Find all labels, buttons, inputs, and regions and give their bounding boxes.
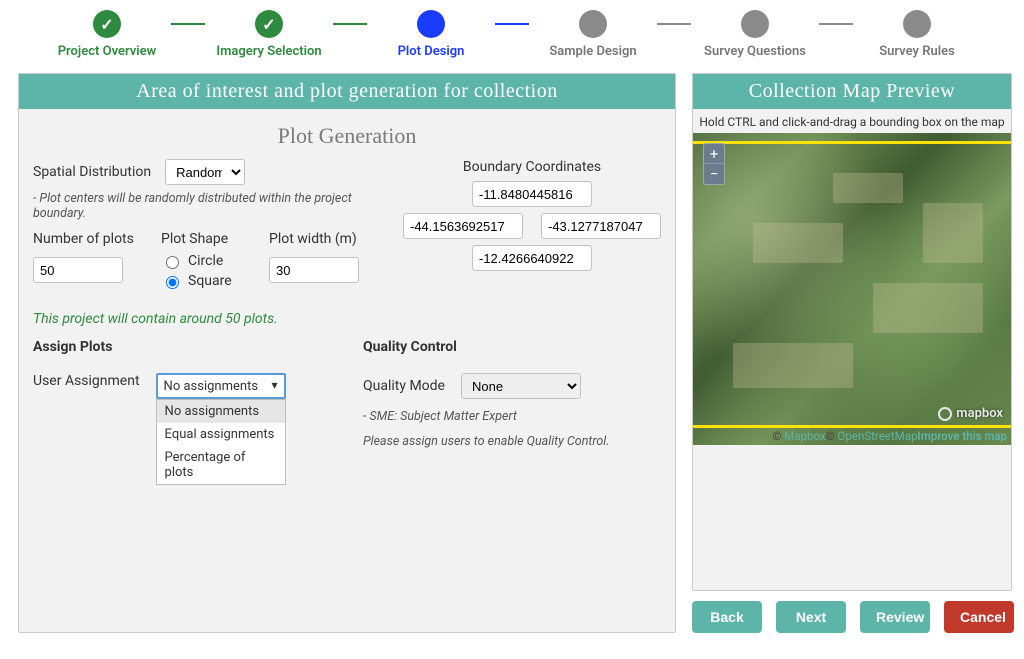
- review-button[interactable]: Review: [860, 601, 930, 633]
- radio-icon[interactable]: [166, 276, 179, 289]
- assign-dropdown-list[interactable]: No assignmentsEqual assignmentsPercentag…: [156, 399, 286, 485]
- step-plot-design[interactable]: Plot Design: [371, 10, 491, 59]
- map-hint: Hold CTRL and click-and-drag a bounding …: [693, 109, 1011, 133]
- plotshape-option-label: Circle: [188, 253, 223, 269]
- numplots-label: Number of plots: [33, 231, 143, 247]
- coord-south[interactable]: [472, 245, 592, 271]
- spatial-hint: - Plot centers will be randomly distribu…: [33, 191, 373, 221]
- step-connector: [657, 23, 691, 25]
- step-connector: [819, 23, 853, 25]
- step-sample-design[interactable]: Sample Design: [533, 10, 653, 59]
- map[interactable]: + − mapbox © Mapbox© OpenStreetMapImprov…: [693, 133, 1011, 445]
- stepper: ✓ Project Overview ✓ Imagery Selection Plot …: [0, 0, 1024, 65]
- assign-option[interactable]: Percentage of plots: [157, 446, 285, 484]
- step-connector: [333, 23, 367, 25]
- spatial-select[interactable]: Random: [165, 159, 245, 185]
- check-icon: ✓: [93, 10, 121, 38]
- step-label: Imagery Selection: [216, 44, 321, 59]
- zoom-control: + −: [703, 143, 725, 185]
- step-label: Survey Rules: [879, 44, 955, 59]
- map-preview-panel: Collection Map Preview Hold CTRL and cli…: [692, 73, 1012, 591]
- attrib-copy1: ©: [772, 429, 784, 443]
- mapbox-logo: mapbox: [938, 406, 1003, 421]
- step-label: Sample Design: [549, 44, 636, 59]
- step-connector: [495, 23, 529, 25]
- numplots-input[interactable]: [33, 257, 123, 283]
- plotshape-option-square[interactable]: Square: [161, 273, 251, 289]
- step-dot-icon: [417, 10, 445, 38]
- section-title: Plot Generation: [19, 123, 675, 149]
- assign-label: User Assignment: [33, 373, 140, 389]
- mapbox-logo-icon: [938, 407, 952, 421]
- step-project-overview[interactable]: ✓ Project Overview: [47, 10, 167, 59]
- back-button[interactable]: Back: [692, 601, 762, 633]
- step-label: Plot Design: [398, 44, 465, 59]
- boundary-coords: [403, 181, 661, 271]
- coord-west[interactable]: [403, 213, 523, 239]
- cancel-button[interactable]: Cancel: [944, 601, 1014, 633]
- step-survey-questions[interactable]: Survey Questions: [695, 10, 815, 59]
- assign-select[interactable]: No assignments: [156, 373, 286, 399]
- step-dot-icon: [741, 10, 769, 38]
- bbox-line-top: [693, 141, 1011, 144]
- left-panel-header: Area of interest and plot generation for…: [19, 74, 675, 109]
- plot-generation-panel: Area of interest and plot generation for…: [18, 73, 676, 633]
- spatial-label: Spatial Distribution: [33, 164, 151, 180]
- step-label: Project Overview: [58, 44, 157, 59]
- qc-label: Quality Mode: [363, 378, 445, 394]
- action-buttons: Back Next Review Cancel: [692, 601, 1012, 633]
- plotshape-option-circle[interactable]: Circle: [161, 253, 251, 269]
- assign-select-value: No assignments: [164, 379, 258, 394]
- mapbox-logo-text: mapbox: [956, 406, 1003, 421]
- attrib-mapbox[interactable]: Mapbox: [784, 429, 825, 443]
- zoom-in-button[interactable]: +: [704, 144, 724, 164]
- plot-count-hint: This project will contain around 50 plot…: [33, 311, 661, 327]
- bbox-line-bottom: [693, 425, 1011, 428]
- qc-note: Please assign users to enable Quality Co…: [363, 434, 661, 449]
- check-icon: ✓: [255, 10, 283, 38]
- map-attribution: © Mapbox© OpenStreetMapImprove this map: [697, 429, 1007, 443]
- step-survey-rules[interactable]: Survey Rules: [857, 10, 977, 59]
- assign-heading: Assign Plots: [33, 339, 343, 355]
- plotshape-label: Plot Shape: [161, 231, 251, 247]
- plotwidth-label: Plot width (m): [269, 231, 369, 247]
- qc-select[interactable]: None: [461, 373, 581, 399]
- plotwidth-input[interactable]: [269, 257, 359, 283]
- step-dot-icon: [579, 10, 607, 38]
- next-button[interactable]: Next: [776, 601, 846, 633]
- qc-sme: - SME: Subject Matter Expert: [363, 409, 661, 424]
- step-connector: [171, 23, 205, 25]
- assign-option[interactable]: Equal assignments: [157, 423, 285, 446]
- coord-north[interactable]: [472, 181, 592, 207]
- attrib-osm[interactable]: OpenStreetMap: [838, 429, 918, 443]
- map-filler: [693, 445, 1011, 590]
- step-label: Survey Questions: [704, 44, 806, 59]
- attrib-improve[interactable]: Improve this map: [917, 429, 1007, 443]
- boundary-label: Boundary Coordinates: [403, 159, 661, 175]
- zoom-out-button[interactable]: −: [704, 164, 724, 184]
- step-imagery-selection[interactable]: ✓ Imagery Selection: [209, 10, 329, 59]
- step-dot-icon: [903, 10, 931, 38]
- qc-heading: Quality Control: [363, 339, 661, 355]
- radio-icon[interactable]: [166, 256, 179, 269]
- plotshape-option-label: Square: [188, 273, 232, 289]
- coord-east[interactable]: [541, 213, 661, 239]
- right-panel-header: Collection Map Preview: [693, 74, 1011, 109]
- assign-option[interactable]: No assignments: [157, 400, 285, 423]
